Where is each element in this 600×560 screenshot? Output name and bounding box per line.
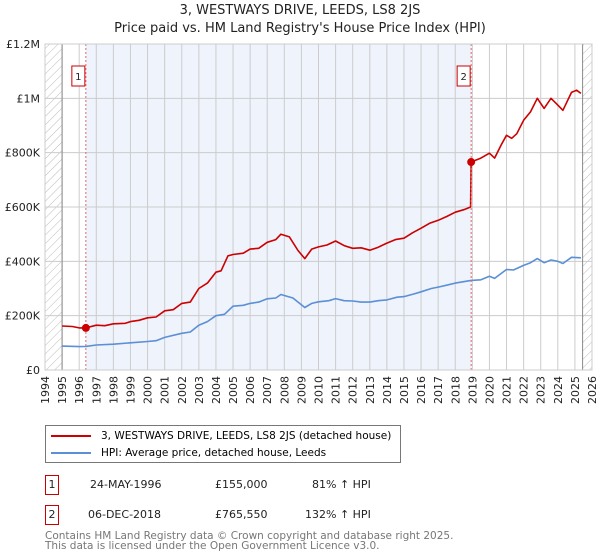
chart-subtitle: Price paid vs. HM Land Registry's House …: [114, 21, 486, 36]
x-tick-label: 1995: [56, 376, 69, 404]
legend-swatch-property: [51, 435, 91, 437]
legend-item-hpi: HPI: Average price, detached house, Leed…: [51, 445, 326, 461]
x-tick-label: 2016: [415, 376, 428, 404]
x-tick-label: 2025: [569, 376, 582, 404]
plot-border: [44, 43, 593, 371]
x-tick-label: 2006: [244, 376, 257, 404]
legend-swatch-hpi: [51, 452, 91, 454]
x-tick-label: 2009: [295, 376, 308, 404]
x-tick-label: 2022: [518, 376, 531, 404]
x-tick-label: 2021: [501, 376, 514, 404]
sale-hpi: 132% ↑ HPI: [305, 508, 371, 521]
y-tick-label: £1.2M: [6, 38, 40, 51]
sale-date: 06-DEC-2018: [88, 508, 162, 521]
sale-badge: 2: [45, 505, 59, 525]
x-tick-label: 2026: [586, 376, 599, 404]
x-tick-label: 2011: [330, 376, 343, 404]
footer-licence: This data is licensed under the Open Gov…: [45, 540, 380, 552]
y-tick-label: £200K: [5, 310, 41, 323]
chart-title: 3, WESTWAYS DRIVE, LEEDS, LS8 2JS: [179, 3, 421, 18]
x-tick-label: 2015: [398, 376, 411, 404]
sale-price: £765,550: [215, 508, 268, 521]
x-tick-label: 1998: [107, 376, 120, 404]
sale-annotation-box: [456, 65, 471, 87]
x-tick-label: 1996: [73, 376, 86, 404]
sale-annotation-label: 1: [75, 72, 81, 83]
x-tick-label: 2012: [347, 376, 360, 404]
x-tick-label: 2019: [466, 376, 479, 404]
x-tick-label: 1997: [90, 376, 103, 404]
property-price-line: [62, 89, 582, 329]
x-tick-label: 1999: [124, 376, 137, 404]
x-tick-label: 2018: [449, 376, 462, 404]
y-tick-label: £600K: [5, 201, 41, 214]
sale-annotation-label: 2: [460, 72, 466, 83]
x-tick-label: 2007: [261, 376, 274, 404]
sale-badge: 1: [45, 475, 59, 495]
sale-point: [467, 158, 476, 167]
sale-price: £155,000: [215, 478, 268, 491]
x-tick-label: 2023: [535, 376, 548, 404]
x-tick-label: 2005: [227, 376, 240, 404]
y-tick-label: £800K: [5, 147, 41, 160]
x-tick-label: 2017: [432, 376, 445, 404]
legend: 3, WESTWAYS DRIVE, LEEDS, LS8 2JS (detac…: [45, 425, 401, 463]
sale-hpi: 81% ↑ HPI: [312, 478, 371, 491]
sale-annotation-box: [71, 65, 86, 87]
x-tick-label: 2014: [381, 376, 394, 404]
x-tick-label: 2001: [159, 376, 172, 404]
y-tick-label: £0: [26, 364, 40, 377]
x-tick-label: 2002: [176, 376, 189, 404]
x-tick-label: 2013: [364, 376, 377, 404]
hpi-line: [62, 256, 581, 348]
y-tick-label: £400K: [5, 255, 41, 268]
x-tick-label: 2010: [313, 376, 326, 404]
x-tick-label: 2024: [552, 376, 565, 404]
x-tick-label: 2020: [483, 376, 496, 404]
x-tick-label: 2008: [278, 376, 291, 404]
sale-date: 24-MAY-1996: [90, 478, 162, 491]
price-chart: 1 2 1994 1995 1996 1997 1998 1999 2000 2001 2002 20…: [5, 38, 599, 404]
x-tick-label: 2003: [193, 376, 206, 404]
y-tick-label: £1M: [17, 92, 41, 105]
legend-label-property: 3, WESTWAYS DRIVE, LEEDS, LS8 2JS (detac…: [101, 430, 392, 442]
x-tick-label: 1994: [39, 376, 52, 404]
x-tick-label: 2004: [210, 376, 223, 404]
legend-label-hpi: HPI: Average price, detached house, Leed…: [101, 447, 327, 459]
sale-point: [81, 323, 90, 332]
x-tick-label: 2000: [142, 376, 155, 404]
legend-item-property: 3, WESTWAYS DRIVE, LEEDS, LS8 2JS (detac…: [51, 428, 391, 444]
footer-copyright: Contains HM Land Registry data © Crown c…: [45, 530, 454, 542]
